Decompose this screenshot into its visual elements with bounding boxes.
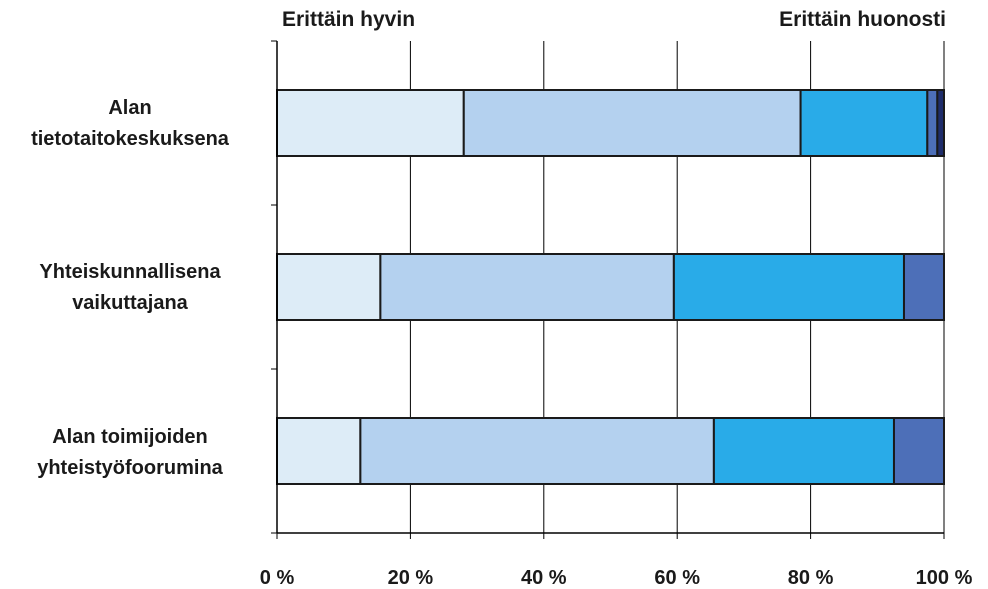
x-tick-label: 100 % <box>916 567 973 589</box>
bar-segment-c2-s3 <box>672 253 905 321</box>
bar-segment-c3-s4 <box>892 417 945 485</box>
category-label-1: Alan tietotaitokeskuksena <box>0 93 260 155</box>
bar-segment-c1-s2 <box>462 89 802 157</box>
category-label-2: Yhteiskunnallisena vaikuttajana <box>0 257 260 319</box>
x-tick-label: 40 % <box>521 567 567 589</box>
bar-segment-c1-s1 <box>276 89 465 157</box>
bar-segment-c2-s1 <box>276 253 382 321</box>
category-label-1-line-2: tietotaitokeskuksena <box>31 128 229 150</box>
bar-segment-c2-s2 <box>379 253 675 321</box>
x-tick-label: 80 % <box>788 567 834 589</box>
x-tick-label: 0 % <box>260 567 295 589</box>
bar-segment-c1-s4 <box>926 89 939 157</box>
category-label-3-line-1: Alan toimijoiden <box>52 426 208 448</box>
x-tick-label: 60 % <box>654 567 700 589</box>
bar-segment-c2-s4 <box>902 253 945 321</box>
scale-label-right: Erittäin huonosti <box>779 8 946 31</box>
category-label-2-line-2: vaikuttajana <box>72 292 188 314</box>
bar-segment-c3-s3 <box>712 417 895 485</box>
x-tick-label: 20 % <box>388 567 434 589</box>
bar-segment-c1-s5 <box>936 89 946 157</box>
category-label-3: Alan toimijoiden yhteistyöfoorumina <box>0 422 260 484</box>
bar-segment-c1-s3 <box>799 89 929 157</box>
category-label-3-line-2: yhteistyöfoorumina <box>37 457 223 479</box>
category-label-2-line-1: Yhteiskunnallisena <box>39 261 221 283</box>
bar-segment-c3-s1 <box>276 417 362 485</box>
scale-label-left: Erittäin hyvin <box>282 8 416 31</box>
bar-segment-c3-s2 <box>359 417 715 485</box>
category-label-1-line-1: Alan <box>108 97 152 119</box>
